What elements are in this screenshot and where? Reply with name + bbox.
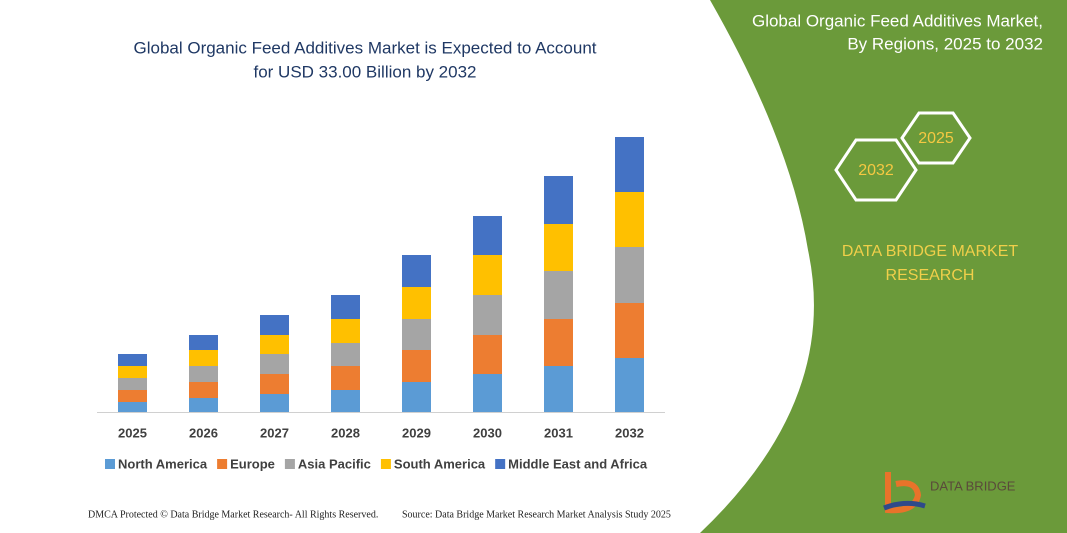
x-tick-label: 2032 (615, 425, 644, 440)
bar-segment (473, 216, 502, 255)
bar-segment (473, 335, 502, 374)
legend-swatch (217, 459, 228, 469)
legend-swatch (380, 459, 391, 469)
legend-label: North America (118, 456, 208, 471)
bar-segment (331, 319, 360, 343)
x-tick-label: 2026 (189, 425, 218, 440)
x-tick-label: 2027 (260, 425, 289, 440)
legend-label: Asia Pacific (298, 456, 371, 471)
legend-swatch (284, 459, 295, 469)
bar-segment (544, 176, 573, 224)
bar-segment (260, 354, 289, 374)
bar-segment (189, 366, 218, 382)
footer-text: DMCA Protected © Data Bridge Market Rese… (88, 509, 378, 520)
bar-segment (260, 374, 289, 394)
bar-segment (402, 350, 431, 382)
bar-segment (260, 335, 289, 354)
bar-segment (615, 303, 644, 358)
panel-title: By Regions, 2025 to 2032 (847, 34, 1043, 53)
legend-label: Europe (230, 456, 275, 471)
bar-segment (402, 382, 431, 412)
bar-segment (473, 295, 502, 335)
hexagon-label: 2025 (918, 130, 954, 147)
legend-label: Middle East and Africa (508, 456, 648, 471)
bar-segment (118, 402, 147, 412)
bar-segment (118, 354, 147, 366)
side-panel (700, 0, 1067, 533)
bar-segment (473, 374, 502, 412)
bar-segment (615, 247, 644, 303)
bar-segment (331, 343, 360, 366)
bar-segment (615, 192, 644, 247)
bar-segment (118, 378, 147, 390)
bar-segment (544, 271, 573, 319)
hexagon-label: 2032 (858, 162, 894, 179)
bar-segment (118, 366, 147, 378)
bar-segment (118, 390, 147, 402)
bar-segment (189, 350, 218, 366)
bar-segment (473, 255, 502, 295)
footer-text: Source: Data Bridge Market Research Mark… (402, 509, 671, 520)
bar-segment (260, 394, 289, 412)
hexagon (834, 138, 918, 202)
logo-icon (885, 472, 922, 514)
legend-swatch (495, 459, 506, 469)
bar-segment (544, 224, 573, 271)
logo-icon (883, 500, 926, 511)
bar-segment (615, 358, 644, 412)
brand-text: DATA BRIDGE MARKET (842, 243, 1019, 260)
bar-segment (189, 398, 218, 412)
x-tick-label: 2028 (331, 425, 360, 440)
panel-title: Global Organic Feed Additives Market, (752, 11, 1043, 30)
logo-text: DATA BRIDGE (930, 478, 1016, 493)
bar-segment (189, 382, 218, 398)
bar-segment (402, 287, 431, 319)
legend-label: South America (394, 456, 486, 471)
bar-segment (331, 366, 360, 390)
bar-segment (189, 335, 218, 350)
x-tick-label: 2025 (118, 425, 147, 440)
x-tick-label: 2030 (473, 425, 502, 440)
legend-swatch (105, 459, 115, 469)
logo: DATA BRIDGE (883, 472, 1016, 514)
bar-segment (544, 366, 573, 412)
x-tick-label: 2029 (402, 425, 431, 440)
bar-segment (331, 295, 360, 319)
hexagon (900, 111, 972, 165)
chart-title: for USD 33.00 Billion by 2032 (253, 62, 476, 81)
x-tick-label: 2031 (544, 425, 573, 440)
bar-segment (544, 319, 573, 366)
bar-segment (402, 319, 431, 350)
brand-text: RESEARCH (886, 267, 975, 284)
bar-segment (402, 255, 431, 287)
bar-segment (260, 315, 289, 335)
bar-segment (615, 137, 644, 192)
bar-segment (331, 390, 360, 412)
chart-title: Global Organic Feed Additives Market is … (133, 38, 596, 57)
